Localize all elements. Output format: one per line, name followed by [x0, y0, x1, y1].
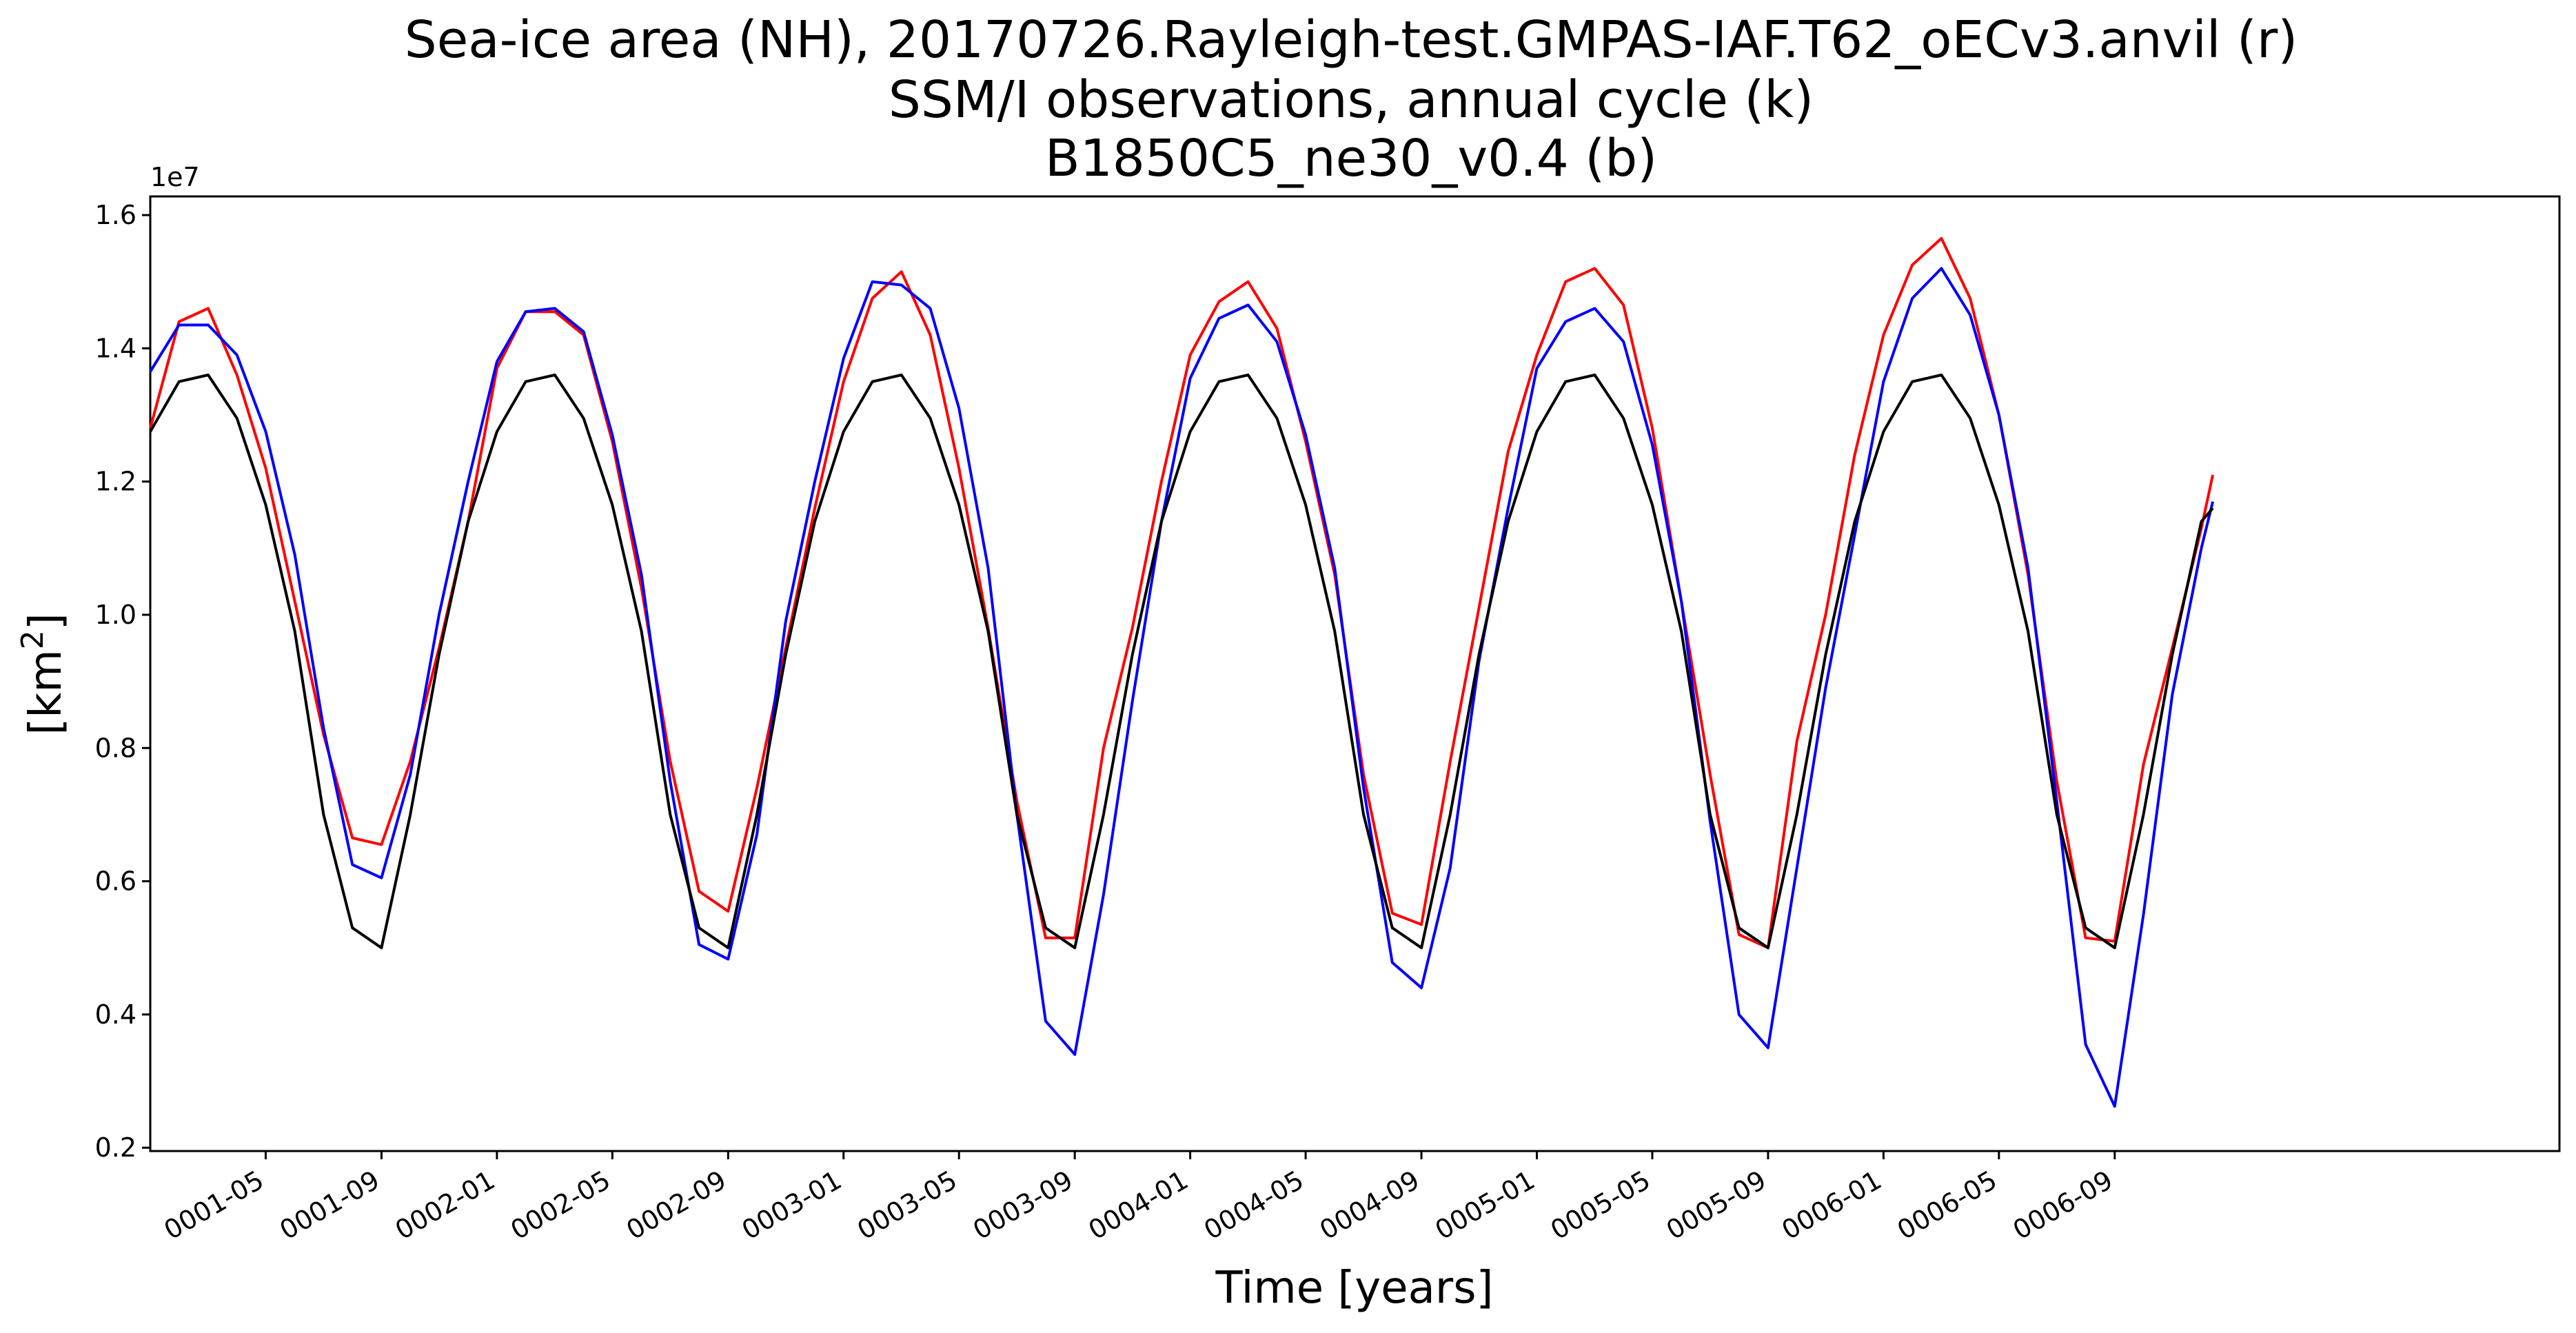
- series-lines: [149, 236, 2215, 1108]
- y-axis-label-superscript: 2: [15, 630, 50, 649]
- series-line-2: [149, 267, 2215, 1108]
- y-axis-label: [km2]: [15, 613, 72, 735]
- x-axis-label: Time [years]: [1215, 1263, 1493, 1314]
- chart-title-line-2: SSM/I observations, annual cycle (k): [889, 70, 1814, 130]
- series-line-3: [149, 374, 2214, 950]
- y-tick-label: 1.6: [95, 200, 136, 230]
- y-axis-label-close: ]: [21, 613, 72, 630]
- y-tick-label: 1.0: [95, 600, 136, 630]
- plot-frame: [149, 195, 2561, 1152]
- chart-title-line-1: Sea-ice area (NH), 20170726.Rayleigh-tes…: [405, 10, 2298, 70]
- y-tick-label: 0.6: [95, 866, 136, 897]
- series-line-1: [149, 236, 2215, 950]
- chart-title-line-3: B1850C5_ne30_v0.4 (b): [1045, 129, 1657, 188]
- y-tick-label: 0.4: [95, 999, 136, 1030]
- y-tick-label: 0.8: [95, 733, 136, 763]
- y-axis-ticks: 0.2 0.4 0.6 0.8 1.0 1.2 1.4 1.6: [95, 200, 150, 1163]
- y-axis-label-text: [km: [21, 649, 72, 735]
- y-tick-label: 1.4: [95, 333, 136, 363]
- y-tick-label: 1.2: [95, 467, 136, 497]
- y-offset-label: 1e7: [150, 162, 200, 192]
- y-tick-label: 0.2: [95, 1132, 136, 1163]
